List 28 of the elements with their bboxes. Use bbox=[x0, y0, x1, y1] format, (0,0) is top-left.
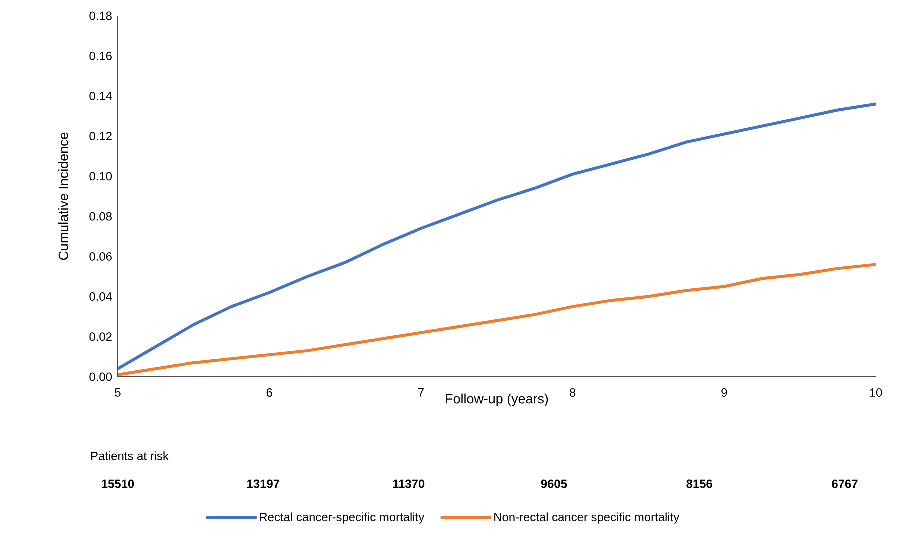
x-tick-label: 5 bbox=[115, 388, 121, 397]
y-tick-label: 0.06 bbox=[90, 252, 112, 261]
text: 11370 bbox=[393, 480, 425, 488]
text: 8156 bbox=[686, 480, 712, 488]
y-tick-label: 0.02 bbox=[90, 332, 112, 342]
text: 13197 bbox=[248, 480, 280, 488]
y-tick-label: 0.08 bbox=[90, 212, 112, 221]
text: 15510 bbox=[102, 480, 134, 488]
x-axis-title: Follow-up (years) bbox=[446, 394, 548, 406]
y-tick-label: 0.14 bbox=[90, 92, 112, 100]
text: Patients at risk bbox=[92, 452, 169, 460]
x-tick-label: 7 bbox=[418, 388, 424, 397]
y-tick-label: 0.18 bbox=[90, 12, 112, 20]
legend-label: Rectal cancer-specific mortality bbox=[260, 512, 425, 524]
text: 6767 bbox=[832, 480, 858, 488]
line-series bbox=[118, 102, 876, 370]
x-tick-label: 9 bbox=[722, 388, 728, 397]
y-tick-label: 0.16 bbox=[90, 52, 112, 60]
legend-label: Non-rectal cancer specific mortality bbox=[494, 512, 680, 524]
y-tick-label: 0.00 bbox=[90, 372, 112, 382]
text: 9605 bbox=[541, 480, 568, 488]
x-tick-label: 6 bbox=[266, 388, 272, 397]
y-tick-label: 0.10 bbox=[90, 172, 112, 181]
y-tick-label: 0.04 bbox=[90, 292, 112, 301]
y-axis-title: Cumulative Incidence bbox=[58, 132, 68, 260]
y-tick-label: 0.12 bbox=[90, 132, 112, 141]
x-tick-label: 10 bbox=[870, 388, 882, 397]
x-tick-label: 8 bbox=[570, 388, 576, 397]
